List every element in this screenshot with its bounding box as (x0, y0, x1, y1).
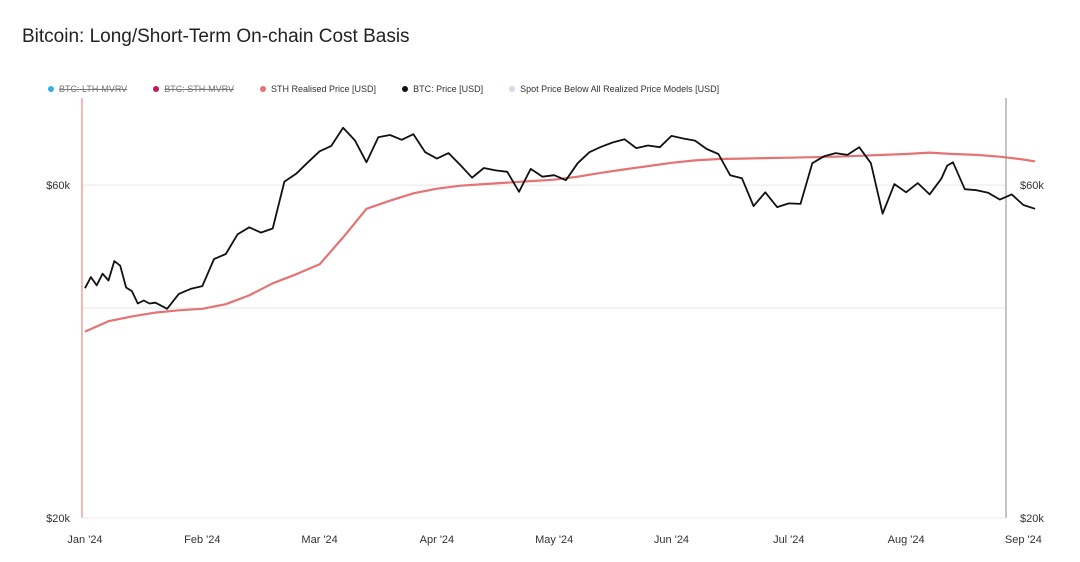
y-tick-label-left: $60k (46, 180, 70, 192)
legend-marker-icon (260, 86, 267, 92)
legend-label: BTC: LTH-MVRV (59, 84, 128, 94)
legend-marker-icon (153, 86, 160, 92)
y-tick-label-right: $60k (1020, 180, 1044, 192)
x-tick-label: Feb '24 (184, 534, 220, 546)
x-tick-label: Sep '24 (1005, 534, 1042, 546)
legend-label: BTC: Price [USD] (413, 84, 484, 94)
x-tick-label: Jul '24 (773, 534, 804, 546)
series-line (84, 126, 1036, 310)
legend-item[interactable]: STH Realised Price [USD] (260, 84, 376, 94)
x-tick-label: Mar '24 (301, 534, 337, 546)
series-line (84, 151, 1036, 333)
legend-item[interactable]: BTC: Price [USD] (402, 84, 483, 94)
chart-title: Bitcoin: Long/Short-Term On-chain Cost B… (22, 26, 410, 47)
legend-marker-icon (48, 86, 54, 92)
legend-marker-icon (402, 86, 409, 92)
legend-label: STH Realised Price [USD] (271, 84, 377, 94)
legend-marker-icon (509, 86, 516, 92)
legend-item[interactable]: Spot Price Below All Realized Price Mode… (509, 84, 719, 94)
y-tick-label-right: $20k (1020, 513, 1044, 525)
y-tick-label-left: $20k (46, 513, 70, 525)
legend-item[interactable]: BTC: STH-MVRV (153, 84, 234, 94)
legend-label: BTC: STH-MVRV (164, 84, 235, 94)
legend-label: Spot Price Below All Realized Price Mode… (520, 84, 720, 94)
legend-item[interactable]: BTC: LTH-MVRV (48, 84, 127, 94)
x-tick-label: Apr '24 (420, 534, 455, 546)
x-tick-label: Jun '24 (654, 534, 689, 546)
x-tick-label: Jan '24 (67, 534, 102, 546)
x-tick-label: Aug '24 (888, 534, 925, 546)
x-tick-label: May '24 (535, 534, 573, 546)
chart-legend: BTC: LTH-MVRV BTC: STH-MVRV STH Realised P… (48, 84, 745, 94)
